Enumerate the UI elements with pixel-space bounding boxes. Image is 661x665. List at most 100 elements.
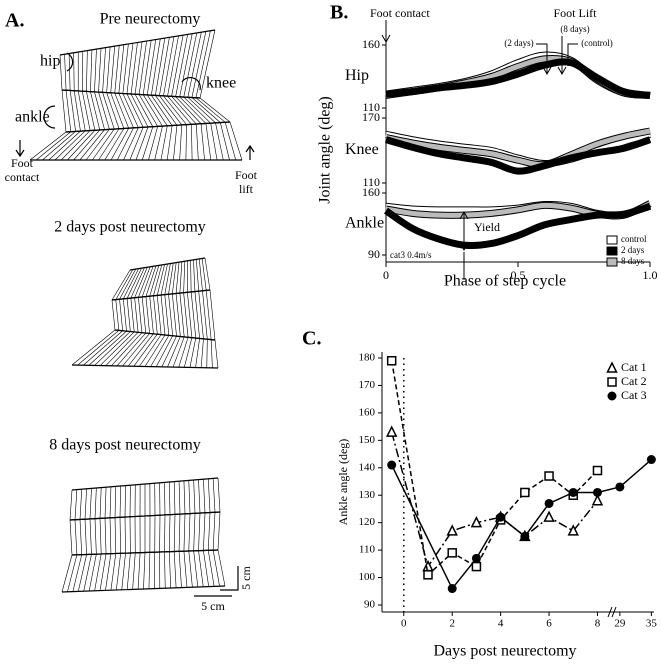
stick	[214, 339, 219, 369]
stick	[102, 92, 115, 130]
stick	[215, 122, 224, 161]
stick	[29, 131, 67, 161]
stick	[202, 290, 208, 340]
stick	[126, 43, 134, 94]
scale-bar	[194, 566, 239, 597]
stick	[94, 518, 97, 555]
band	[385, 59, 651, 98]
marker	[544, 498, 554, 508]
x-tick-label: 35	[646, 618, 658, 630]
stick	[145, 296, 150, 334]
stick	[69, 90, 76, 132]
marker	[471, 561, 482, 572]
stick	[217, 477, 221, 513]
stick	[130, 267, 145, 299]
stick	[210, 123, 218, 161]
stick	[94, 91, 105, 130]
stick	[198, 550, 204, 587]
stick	[201, 258, 207, 291]
stick	[109, 517, 112, 554]
stick	[94, 487, 97, 519]
stick	[207, 550, 215, 587]
stick	[167, 95, 192, 125]
stick	[224, 122, 237, 161]
stick	[141, 266, 154, 298]
stick	[179, 33, 193, 97]
stick	[183, 292, 189, 338]
stick	[193, 259, 196, 292]
stick	[212, 550, 220, 587]
stick	[109, 486, 112, 518]
stick	[99, 518, 102, 555]
stick	[106, 92, 120, 129]
stick	[124, 517, 126, 554]
stick	[153, 264, 163, 296]
stick	[191, 31, 207, 98]
stick	[127, 333, 154, 367]
marker	[447, 584, 457, 594]
stick	[67, 554, 78, 592]
stick	[134, 267, 148, 298]
stick	[220, 122, 230, 161]
line	[391, 458, 652, 590]
stick	[104, 518, 107, 554]
arrow	[381, 20, 391, 44]
legend-label: Cat 2	[621, 374, 647, 388]
y-tick-label: 130	[359, 489, 376, 501]
stick	[134, 297, 139, 333]
stick	[169, 514, 171, 552]
stick	[123, 298, 127, 332]
stick	[106, 46, 111, 93]
stick	[183, 551, 188, 588]
annotation: (control)	[581, 38, 613, 48]
stick	[166, 125, 173, 161]
stick	[114, 517, 117, 554]
stick	[94, 553, 102, 591]
stick	[183, 480, 186, 514]
stick	[229, 121, 243, 161]
stick	[148, 552, 151, 589]
arrows	[15, 52, 255, 597]
stick	[179, 124, 183, 161]
stick	[187, 292, 193, 338]
x-tick-label: 4	[498, 618, 504, 630]
stick	[144, 334, 166, 367]
stick	[160, 125, 168, 161]
joint-name: Hip	[345, 67, 369, 84]
joint-name: Ankle	[345, 215, 384, 232]
stick	[198, 291, 204, 339]
marker	[386, 355, 397, 366]
stick	[59, 54, 63, 91]
stick	[121, 553, 126, 590]
legend-label: Cat 1	[621, 360, 647, 374]
stick	[146, 39, 157, 95]
panel-label: B.	[330, 2, 348, 24]
stick	[142, 40, 152, 95]
y-tick-label: 170	[359, 379, 376, 391]
joint-label: ankle	[15, 109, 50, 126]
marker	[607, 391, 617, 401]
marker	[615, 482, 625, 492]
y-tick-label: 90	[368, 247, 380, 261]
marker	[606, 361, 618, 373]
stick	[175, 96, 202, 124]
stick	[73, 90, 81, 132]
marker	[568, 487, 578, 497]
outline	[71, 329, 219, 369]
stick	[195, 124, 199, 161]
stick	[195, 338, 200, 368]
stick	[217, 549, 226, 587]
stick	[130, 42, 138, 95]
joint-name: Knee	[345, 141, 379, 158]
stick	[89, 518, 92, 555]
marker	[423, 570, 433, 580]
stick	[167, 35, 179, 97]
marker	[387, 460, 397, 470]
stick	[154, 126, 163, 161]
stick	[123, 268, 139, 299]
stick	[164, 551, 166, 589]
stick	[110, 46, 116, 93]
stick	[217, 511, 221, 551]
marker	[592, 465, 603, 476]
stick	[164, 514, 166, 552]
